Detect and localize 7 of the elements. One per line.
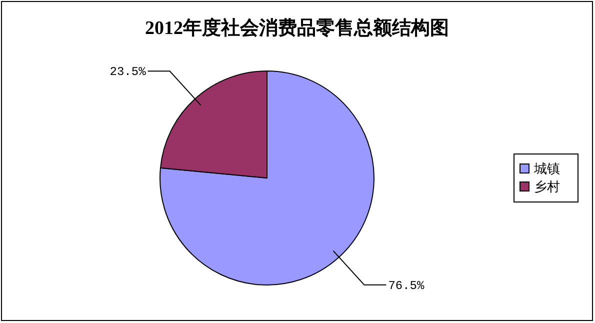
- data-label: 76.5%: [388, 278, 426, 293]
- chart-title: 2012年度社会消费品零售总额结构图: [145, 17, 449, 39]
- data-label: 23.5%: [110, 65, 147, 80]
- legend-label: 乡村: [534, 180, 560, 195]
- pie-slice: [160, 70, 268, 178]
- legend-label: 城镇: [533, 162, 560, 177]
- pie-slice: [160, 70, 374, 286]
